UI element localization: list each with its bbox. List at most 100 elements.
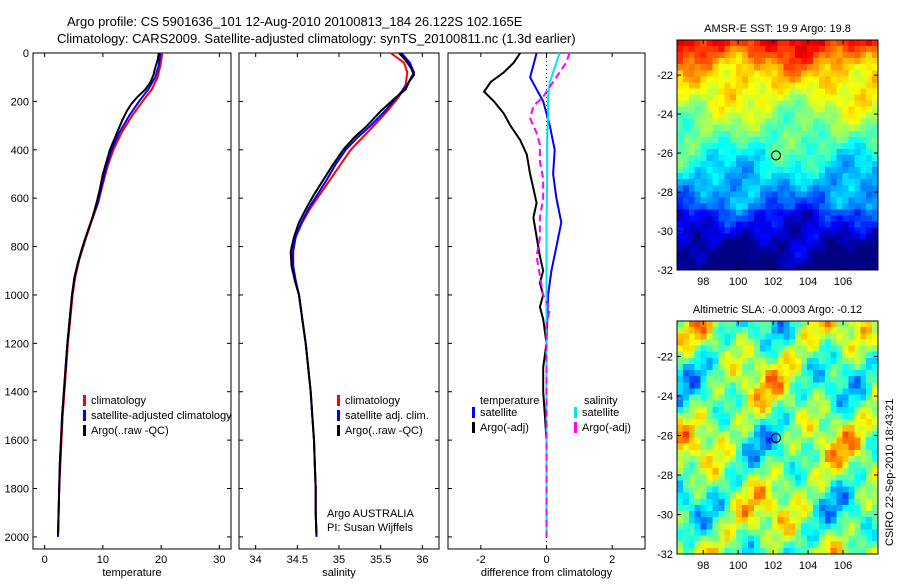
heatmap-cell <box>706 492 713 500</box>
heatmap-cell <box>824 517 832 524</box>
heatmap-cell <box>712 227 719 235</box>
heatmap-cell <box>783 498 790 506</box>
heatmap-cell <box>706 394 713 402</box>
heatmap-cell <box>759 345 767 353</box>
heatmap-cell <box>742 136 749 144</box>
y-tick-label: 1600 <box>5 435 29 447</box>
heatmap-cell <box>777 251 784 259</box>
heatmap-cell <box>700 100 708 108</box>
heatmap-cell <box>795 431 802 438</box>
heatmap-cell <box>824 251 832 259</box>
heatmap-cell <box>682 118 690 126</box>
heatmap-cell <box>872 455 879 463</box>
heatmap-cell <box>777 339 784 347</box>
heatmap-cell <box>777 541 784 549</box>
x-axis-label: difference from climatology <box>481 567 613 579</box>
heatmap-cell <box>718 209 725 217</box>
x-tick-label: 34 <box>250 554 262 566</box>
heatmap-cell <box>854 130 861 138</box>
y-tick-label: 400 <box>11 145 29 157</box>
heatmap-cell <box>747 173 755 180</box>
heatmap-cell <box>807 455 814 463</box>
heatmap-cell <box>860 541 867 549</box>
heatmap-cell <box>777 376 784 383</box>
heatmap-cell <box>777 70 784 77</box>
heatmap-cell <box>724 215 731 223</box>
heatmap-cell <box>830 221 838 229</box>
heatmap-cell <box>842 517 849 524</box>
heatmap-cell <box>830 167 838 174</box>
heatmap-cell <box>860 394 867 402</box>
heatmap-cell <box>677 263 684 271</box>
heatmap-cell <box>759 498 767 506</box>
heatmap-cell <box>747 161 755 168</box>
heatmap-cell <box>854 394 861 402</box>
heatmap-cell <box>836 179 844 186</box>
heatmap-cell <box>854 257 861 265</box>
x-tick-label: -2 <box>476 554 486 566</box>
heatmap-cell <box>824 455 832 463</box>
heatmap-cell <box>694 46 702 53</box>
heatmap-cell <box>836 215 844 223</box>
heatmap-cell <box>759 106 767 114</box>
heatmap-cell <box>866 100 873 108</box>
heatmap-cells <box>677 321 879 555</box>
heatmap-cell <box>694 547 702 555</box>
heatmap-cell <box>830 52 838 59</box>
heatmap-cell <box>795 462 802 469</box>
heatmap-cell <box>812 106 820 114</box>
heatmap-cell <box>765 88 773 95</box>
heatmap-cell <box>854 480 861 488</box>
heatmap-cell <box>712 394 719 402</box>
heatmap-cell <box>706 363 713 371</box>
heatmap-cell <box>730 370 737 377</box>
heatmap-cell <box>777 148 784 156</box>
heatmap-cell <box>712 118 719 126</box>
heatmap-cell <box>854 517 861 524</box>
heatmap-cell <box>677 155 684 162</box>
heatmap-cell <box>677 173 684 180</box>
heatmap-cell <box>730 167 737 174</box>
heatmap-cell <box>842 239 849 247</box>
heatmap-cell <box>783 388 790 396</box>
heatmap-cell <box>783 517 790 524</box>
heatmap-cell <box>759 382 767 389</box>
heatmap-cell <box>753 394 761 402</box>
heatmap-cell <box>718 136 725 144</box>
heatmap-cell <box>765 474 773 481</box>
heatmap-cell <box>866 82 873 89</box>
heatmap-cell <box>872 76 879 83</box>
heatmap-cell <box>730 88 737 95</box>
heatmap-cell <box>777 462 784 469</box>
heatmap-cell <box>866 388 873 396</box>
heatmap-cell <box>783 406 790 414</box>
heatmap-cell <box>682 136 690 144</box>
heatmap-cell <box>824 94 832 102</box>
heatmap-cell <box>777 76 784 83</box>
heatmap-cell <box>677 167 684 174</box>
heatmap-cell <box>700 185 708 192</box>
heatmap-cell <box>783 155 790 162</box>
heatmap-cell <box>789 209 796 217</box>
heatmap-cell <box>777 498 784 506</box>
heatmap-cell <box>688 541 696 549</box>
heatmap-cell <box>688 58 696 65</box>
heatmap-cell <box>771 529 778 537</box>
heatmap-cell <box>872 345 879 353</box>
heatmap-cell <box>700 480 708 488</box>
heatmap-cell <box>842 327 849 334</box>
heatmap-cell <box>706 498 713 506</box>
heatmap-cell <box>700 327 708 334</box>
heatmap-cell <box>842 221 849 229</box>
heatmap-cell <box>771 88 778 95</box>
heatmap-cell <box>742 203 749 210</box>
heatmap-cell <box>872 339 879 347</box>
heatmap-cell <box>688 406 696 414</box>
heatmap-cell <box>706 203 713 210</box>
heatmap-cell <box>765 82 773 89</box>
heatmap-cell <box>818 370 826 377</box>
heatmap-cell <box>801 148 808 156</box>
heatmap-cell <box>694 357 702 365</box>
heatmap-cell <box>694 321 702 328</box>
heatmap-cell <box>795 191 802 198</box>
